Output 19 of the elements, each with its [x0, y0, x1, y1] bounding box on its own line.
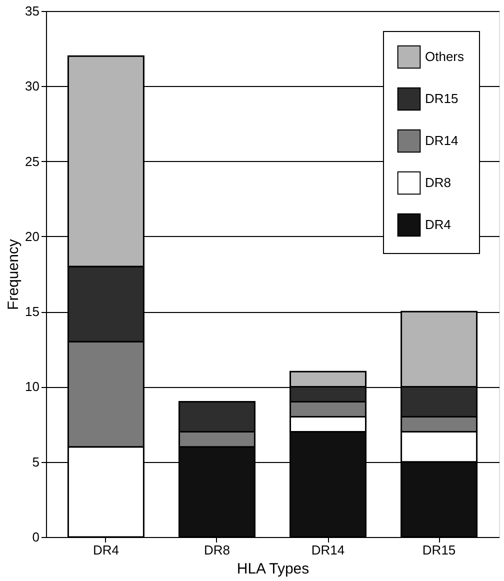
x-tick-label: DR8 [204, 542, 230, 558]
legend-label: Others [425, 49, 465, 64]
y-axis-title: Frequency [5, 238, 22, 310]
y-tick-label: 0 [32, 530, 40, 544]
y-tick-label: 30 [25, 78, 40, 94]
legend-label: DR14 [425, 133, 458, 148]
y-tick-label: 20 [25, 228, 40, 244]
y-tick-label: 5 [32, 454, 40, 470]
y-tick-label: 35 [25, 4, 40, 18]
legend-label: DR4 [425, 217, 452, 232]
x-axis-title: HLA Types [236, 560, 310, 578]
y-tick-label: 10 [25, 379, 40, 394]
legend-label: DR15 [425, 91, 458, 106]
x-tick-label: DR14 [311, 542, 345, 558]
y-tick-label: 15 [25, 304, 40, 320]
legend-label: DR8 [425, 175, 452, 190]
x-tick-label: DR4 [92, 542, 119, 558]
x-tick-label: DR15 [422, 542, 456, 558]
y-tick-label: 25 [25, 154, 40, 169]
